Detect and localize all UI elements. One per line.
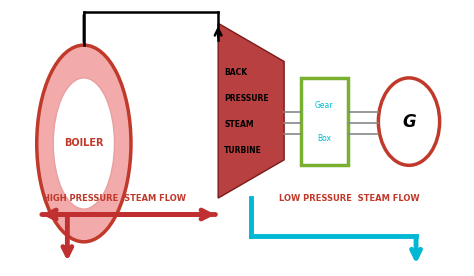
Ellipse shape	[378, 78, 439, 165]
Text: STEAM: STEAM	[224, 120, 254, 129]
Text: Box: Box	[317, 134, 331, 142]
Text: BACK: BACK	[224, 68, 247, 77]
Ellipse shape	[36, 45, 131, 242]
Text: Gear: Gear	[315, 101, 333, 110]
Text: PRESSURE: PRESSURE	[224, 94, 269, 103]
Text: LOW PRESSURE  STEAM FLOW: LOW PRESSURE STEAM FLOW	[279, 193, 420, 203]
Text: TURBINE: TURBINE	[224, 146, 262, 155]
Text: G: G	[402, 113, 416, 131]
Bar	[301, 78, 348, 165]
Text: HIGH PRESSURE  STEAM FLOW: HIGH PRESSURE STEAM FLOW	[43, 193, 186, 203]
Ellipse shape	[53, 78, 115, 209]
Polygon shape	[218, 23, 284, 198]
Text: BOILER: BOILER	[64, 139, 104, 148]
